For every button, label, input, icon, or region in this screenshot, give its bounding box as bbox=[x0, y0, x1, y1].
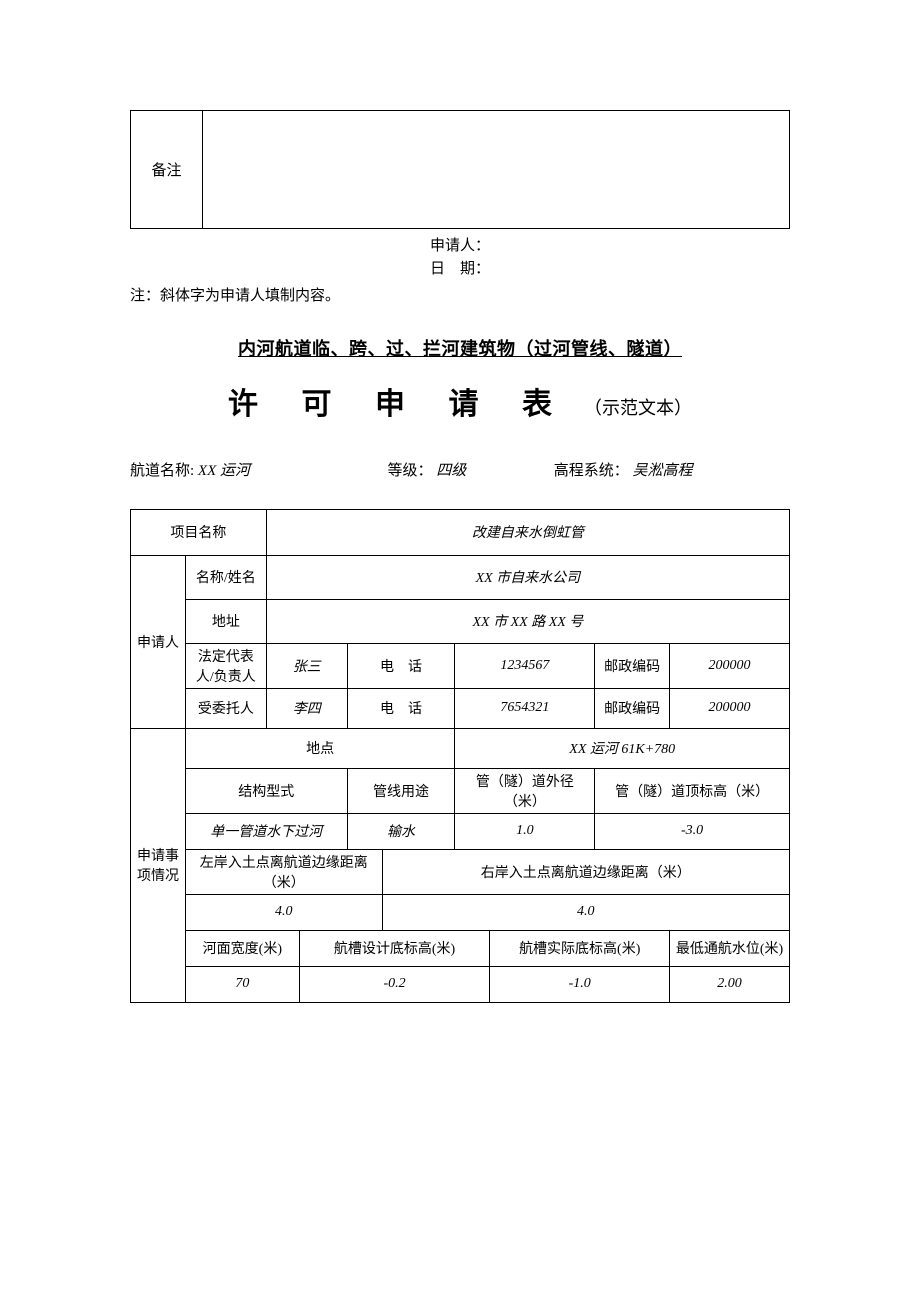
left-bank-value: 4.0 bbox=[185, 894, 382, 930]
legal-rep-label: 法定代表人/负责人 bbox=[185, 643, 266, 688]
info-line: 航道名称: XX 运河 等级： 四级 高程系统： 吴淞高程 bbox=[130, 453, 790, 491]
actual-bottom-label: 航槽实际底标高(米) bbox=[490, 930, 670, 966]
left-bank-label: 左岸入土点离航道边缘距离（米） bbox=[185, 849, 382, 894]
title-small: （示范文本） bbox=[584, 398, 692, 418]
project-name-label: 项目名称 bbox=[131, 509, 267, 555]
title-line-2: 许 可 申 请 表 （示范文本） bbox=[130, 379, 790, 423]
river-width-value: 70 bbox=[185, 966, 299, 1002]
location-label: 地点 bbox=[185, 728, 455, 768]
company-value: XX 市自来水公司 bbox=[266, 555, 789, 599]
agent-label: 受委托人 bbox=[185, 688, 266, 728]
title-big: 许 可 申 请 表 bbox=[228, 388, 570, 421]
project-name-value: 改建自来水倒虹管 bbox=[266, 509, 789, 555]
signature-block: 申请人： 日 期： bbox=[130, 235, 790, 280]
top-elevation-label: 管（隧）道顶标高（米） bbox=[595, 768, 790, 813]
address-label: 地址 bbox=[185, 599, 266, 643]
postcode1-label: 邮政编码 bbox=[595, 643, 670, 688]
waterway-name-value: XX 运河 bbox=[198, 463, 250, 479]
structure-value: 单一管道水下过河 bbox=[185, 813, 347, 849]
outer-diameter-label: 管（隧）道外径（米） bbox=[455, 768, 595, 813]
structure-label: 结构型式 bbox=[185, 768, 347, 813]
phone1-value: 1234567 bbox=[455, 643, 595, 688]
location-value: XX 运河 61K+780 bbox=[455, 728, 790, 768]
elevation-label: 高程系统： bbox=[554, 463, 629, 479]
remark-label: 备注 bbox=[131, 111, 203, 229]
river-width-label: 河面宽度(米) bbox=[185, 930, 299, 966]
pipe-use-value: 输水 bbox=[347, 813, 455, 849]
grade-label: 等级： bbox=[388, 463, 433, 479]
top-elevation-value: -3.0 bbox=[595, 813, 790, 849]
waterway-name-label: 航道名称: bbox=[130, 463, 194, 479]
situation-label: 申请事项情况 bbox=[131, 728, 186, 1002]
design-bottom-value: -0.2 bbox=[299, 966, 490, 1002]
actual-bottom-value: -1.0 bbox=[490, 966, 670, 1002]
name-label: 名称/姓名 bbox=[185, 555, 266, 599]
elevation-value: 吴淞高程 bbox=[633, 463, 693, 479]
min-nav-level-label: 最低通航水位(米) bbox=[670, 930, 790, 966]
phone2-value: 7654321 bbox=[455, 688, 595, 728]
outer-diameter-value: 1.0 bbox=[455, 813, 595, 849]
min-nav-level-value: 2.00 bbox=[670, 966, 790, 1002]
pipe-use-label: 管线用途 bbox=[347, 768, 455, 813]
remark-value bbox=[203, 111, 790, 229]
postcode1-value: 200000 bbox=[670, 643, 790, 688]
applicant-label: 申请人 bbox=[131, 555, 186, 728]
phone2-label: 电 话 bbox=[347, 688, 455, 728]
note-text: 注：斜体字为申请人填制内容。 bbox=[130, 284, 790, 305]
date-line: 日 期： bbox=[130, 258, 790, 281]
postcode2-value: 200000 bbox=[670, 688, 790, 728]
design-bottom-label: 航槽设计底标高(米) bbox=[299, 930, 490, 966]
right-bank-label: 右岸入土点离航道边缘距离（米） bbox=[382, 849, 789, 894]
legal-rep-value: 张三 bbox=[266, 643, 347, 688]
postcode2-label: 邮政编码 bbox=[595, 688, 670, 728]
grade-value: 四级 bbox=[436, 463, 466, 479]
title-line-1: 内河航道临、跨、过、拦河建筑物（过河管线、隧道） bbox=[130, 335, 790, 361]
right-bank-value: 4.0 bbox=[382, 894, 789, 930]
remark-table: 备注 bbox=[130, 110, 790, 229]
phone1-label: 电 话 bbox=[347, 643, 455, 688]
address-value: XX 市 XX 路 XX 号 bbox=[266, 599, 789, 643]
applicant-line: 申请人： bbox=[130, 235, 790, 258]
main-form-table: 项目名称 改建自来水倒虹管 申请人 名称/姓名 XX 市自来水公司 地址 XX … bbox=[130, 509, 790, 1003]
agent-value: 李四 bbox=[266, 688, 347, 728]
